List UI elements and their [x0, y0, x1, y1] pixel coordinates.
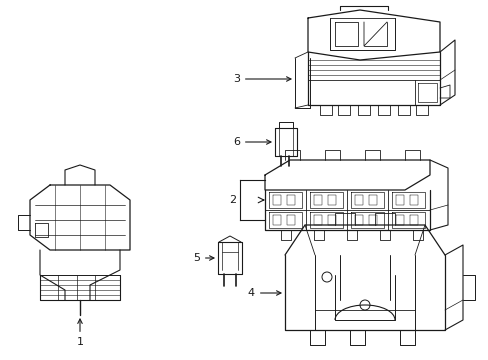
- Text: 2: 2: [228, 195, 236, 205]
- Text: 5: 5: [193, 253, 214, 263]
- Text: 6: 6: [232, 137, 270, 147]
- Text: 1: 1: [76, 319, 83, 347]
- Text: 3: 3: [232, 74, 290, 84]
- Text: 4: 4: [247, 288, 281, 298]
